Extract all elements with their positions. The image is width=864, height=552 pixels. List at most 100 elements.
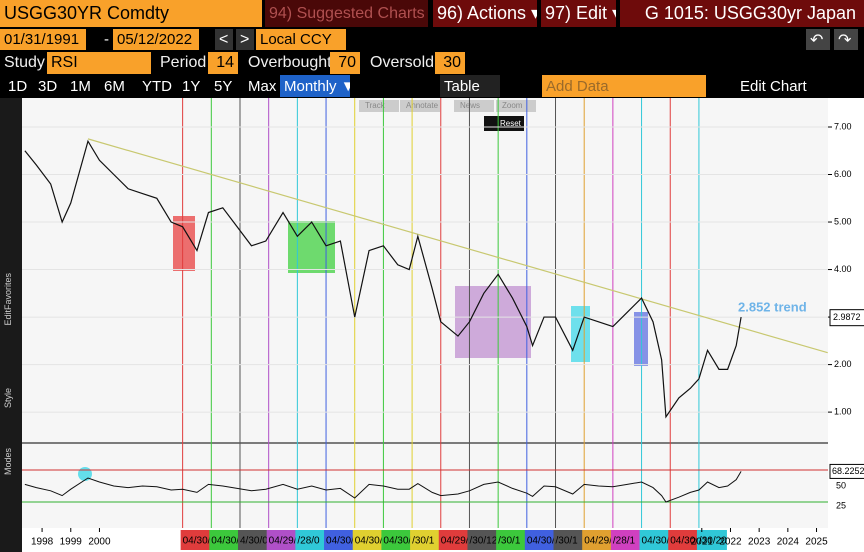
suggested-charts[interactable]: 94) Suggested Charts	[265, 0, 428, 27]
event-tag-bg	[610, 530, 641, 550]
event-tag: /30/1	[412, 536, 435, 547]
window-title: G 1015: USGG30yr Japan	[620, 0, 864, 27]
study-select[interactable]: RSI	[47, 52, 151, 74]
period-button[interactable]: 1D	[8, 77, 28, 95]
rsi-last-label: 68.2252	[832, 466, 864, 476]
event-tag: 04/30/1	[642, 536, 676, 547]
event-tag-bg	[668, 530, 699, 550]
period-label: Period	[160, 54, 207, 71]
event-tag: 04/30/	[355, 536, 383, 547]
event-tag-bg	[524, 530, 555, 550]
add-data-input[interactable]: Add Data	[542, 75, 706, 97]
x-tick-label: 2025	[805, 537, 828, 548]
rsi-tick-label: 25	[836, 500, 846, 510]
edit-chart-button[interactable]: Edit Chart	[740, 77, 807, 95]
period-input[interactable]: 14	[208, 52, 238, 74]
event-tag-bg	[553, 530, 584, 550]
period-button[interactable]: YTD	[142, 77, 172, 95]
price-line	[24, 139, 742, 419]
event-tag-bg	[352, 530, 383, 550]
highlight-box	[455, 286, 531, 358]
tool-button[interactable]	[400, 100, 440, 112]
event-tag-bg	[410, 530, 441, 550]
frequency-select[interactable]: Monthly ▼	[280, 75, 350, 97]
currency-select[interactable]: Local CCY	[256, 29, 346, 50]
edit-menu[interactable]: 97) Edit ▾	[541, 0, 616, 27]
y-tick-label: 2.00	[834, 359, 852, 369]
event-tag: 04/29/11	[441, 536, 480, 547]
period-button[interactable]: 5Y	[214, 77, 233, 95]
tool-button[interactable]	[359, 100, 399, 112]
event-tag: 04/29/05	[269, 536, 308, 547]
reset-label: Reset	[500, 119, 522, 128]
event-tag: 04/30/19	[670, 536, 709, 547]
side-label: Style	[3, 388, 13, 409]
event-tag-bg	[209, 530, 240, 550]
rsi-tick-label: 50	[836, 480, 846, 490]
table-button[interactable]: Table	[440, 75, 500, 97]
event-tag-bg	[639, 530, 670, 550]
tool-label: Annotate	[406, 101, 439, 110]
ticker-input[interactable]: USGG30YR Comdty	[0, 0, 262, 27]
event-tag: /30/20	[699, 536, 727, 547]
oversold-input[interactable]: 30	[435, 52, 465, 74]
next-button[interactable]: >	[236, 29, 254, 50]
event-tag: /28/0	[297, 536, 320, 547]
highlight-box	[288, 221, 335, 273]
oversold-label: Oversold	[370, 54, 435, 71]
event-tag: /30/1	[556, 536, 579, 547]
tool-label: Zoom	[502, 101, 523, 110]
trend-label: 2.852 trend	[738, 299, 807, 314]
event-tag-bg	[696, 530, 727, 550]
event-tag-bg	[237, 530, 268, 550]
period-button[interactable]: Max	[248, 77, 277, 95]
study-label: Study	[4, 54, 45, 71]
annotation-boxes	[78, 216, 648, 481]
event-tag: /28/1	[613, 536, 636, 547]
tool-label: News	[460, 101, 480, 110]
event-tag: /30/12	[469, 536, 497, 547]
prev-button[interactable]: <	[215, 29, 233, 50]
event-tag-bg	[266, 530, 297, 550]
highlight-box	[173, 216, 195, 271]
period-button[interactable]: 3D	[38, 77, 58, 95]
redo-button[interactable]: ↷	[834, 29, 858, 50]
end-date[interactable]: 05/12/2022	[113, 29, 199, 50]
last-value-label: 2.9872	[833, 312, 861, 322]
x-tick-label: 2021	[691, 537, 714, 548]
chart-tools: Track Annotate News Zoom Reset	[359, 100, 536, 131]
period-button[interactable]: 6M	[104, 77, 125, 95]
period-button[interactable]: 1M	[70, 77, 91, 95]
x-tick-label: 1999	[60, 537, 83, 548]
side-toolbar: Favorites Edit Style Modes	[0, 98, 22, 552]
x-tick-label: 2023	[748, 537, 771, 548]
plot-background	[22, 98, 828, 528]
actions-menu[interactable]: 96) Actions ▾	[433, 0, 537, 27]
tool-button[interactable]	[454, 100, 494, 112]
event-tag: 04/29/16	[584, 536, 623, 547]
event-tag: 04/30/03	[211, 536, 250, 547]
date-separator: -	[104, 31, 109, 48]
side-label: Favorites	[3, 273, 13, 311]
event-tag-bg	[324, 530, 355, 550]
y-tick-label: 5.00	[834, 216, 852, 226]
overbought-input[interactable]: 70	[330, 52, 360, 74]
y-tick-label: 6.00	[834, 169, 852, 179]
y-tick-label: 1.00	[834, 406, 852, 416]
tool-button[interactable]	[496, 100, 536, 112]
start-date[interactable]: 01/31/1991	[0, 29, 86, 50]
last-value-box	[829, 309, 864, 327]
trend-line	[87, 138, 828, 354]
event-tag-bg	[295, 530, 326, 550]
side-label: Modes	[3, 448, 13, 476]
x-tick-label: 1998	[31, 537, 54, 548]
event-tag: 04/30/	[183, 536, 211, 547]
highlight-box	[571, 306, 590, 362]
event-tag-bg	[582, 530, 613, 550]
period-button[interactable]: 1Y	[182, 77, 201, 95]
overbought-label: Overbought	[248, 54, 332, 71]
undo-button[interactable]: ↶	[806, 29, 830, 50]
event-tag: 04/30/0	[326, 536, 360, 547]
